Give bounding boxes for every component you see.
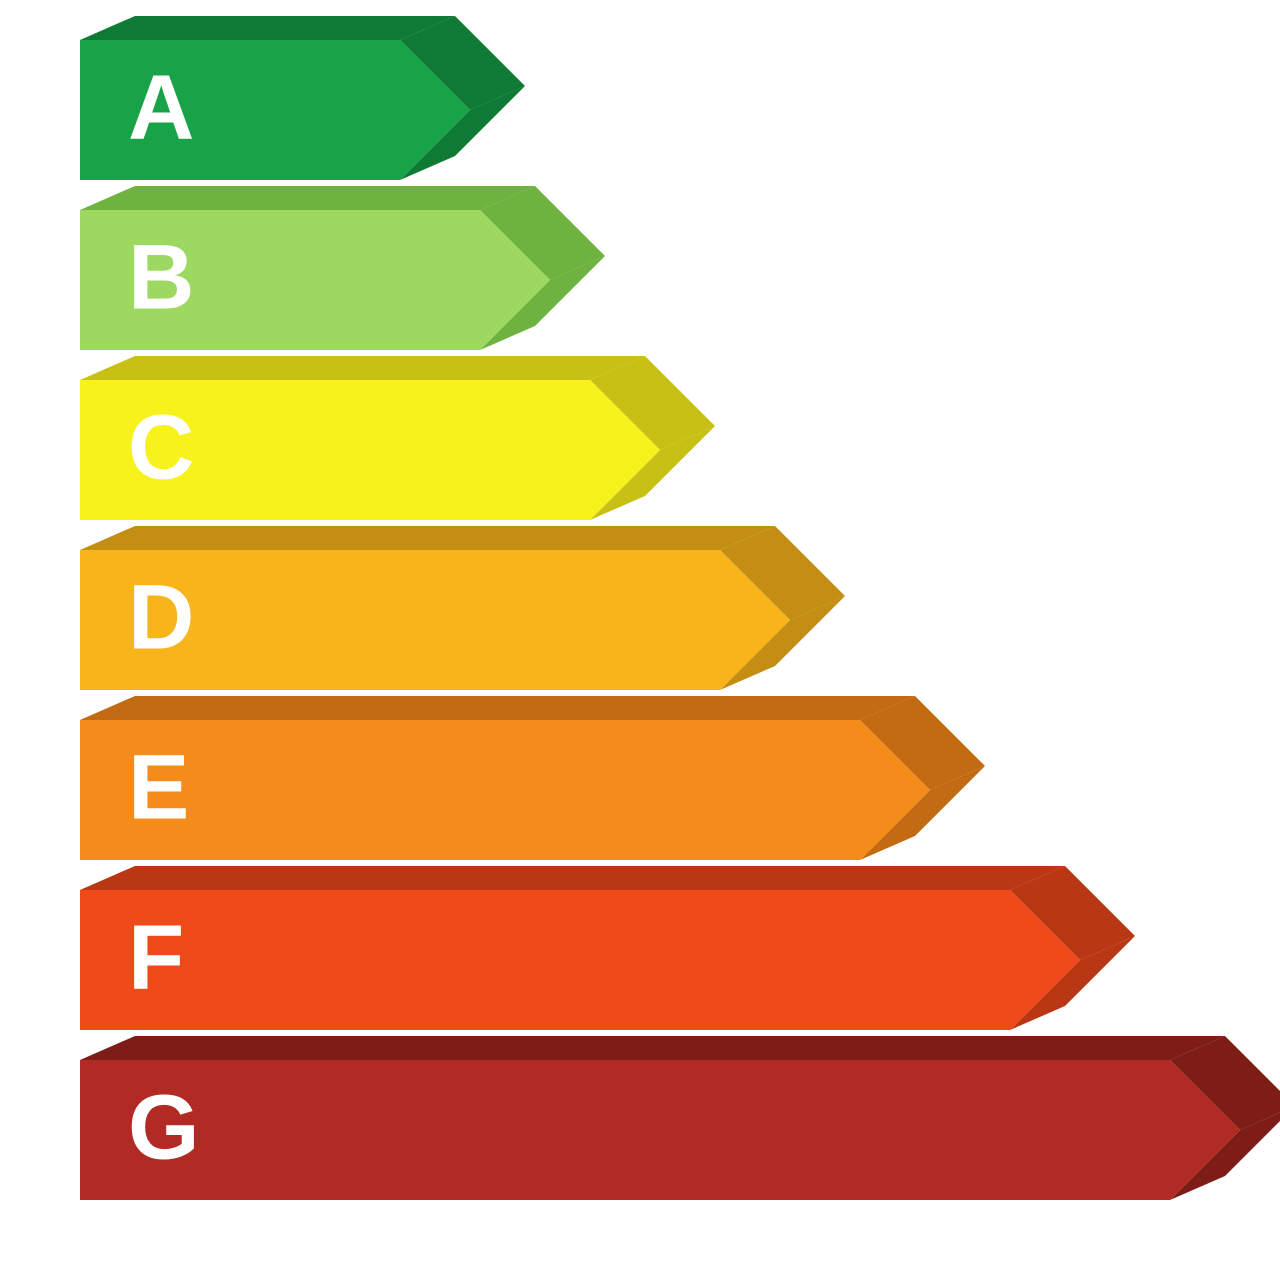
bar-top-face bbox=[80, 696, 915, 720]
rating-bar: A bbox=[80, 16, 525, 180]
rating-bar: G bbox=[80, 1036, 1280, 1200]
bar-top-face bbox=[80, 866, 1065, 890]
bar-top-face bbox=[80, 526, 775, 550]
rating-bar: D bbox=[80, 526, 845, 690]
bar-front-face bbox=[80, 1060, 1240, 1200]
rating-bar: E bbox=[80, 696, 985, 860]
rating-bar-label: F bbox=[128, 906, 184, 1008]
bar-front-face bbox=[80, 890, 1080, 1030]
bar-top-face bbox=[80, 16, 455, 40]
bar-top-face bbox=[80, 186, 535, 210]
bar-top-face bbox=[80, 1036, 1225, 1060]
rating-bar-label: E bbox=[128, 736, 189, 838]
rating-bar: F bbox=[80, 866, 1135, 1030]
rating-bar-label: B bbox=[128, 226, 194, 328]
rating-bar: C bbox=[80, 356, 715, 520]
bar-top-face bbox=[80, 356, 645, 380]
bar-front-face bbox=[80, 720, 930, 860]
energy-rating-chart: ABCDEFG bbox=[0, 0, 1280, 1280]
rating-bar-label: A bbox=[128, 56, 194, 158]
rating-bar-label: C bbox=[128, 396, 194, 498]
rating-bar-label: D bbox=[128, 566, 194, 668]
rating-bar: B bbox=[80, 186, 605, 350]
chart-canvas: ABCDEFG bbox=[0, 0, 1280, 1280]
rating-bar-label: G bbox=[128, 1076, 200, 1178]
